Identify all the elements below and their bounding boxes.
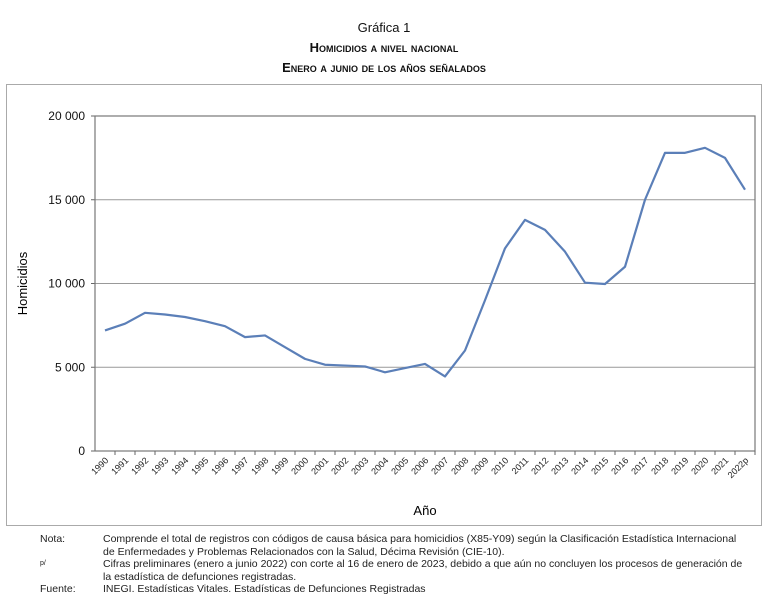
y-tick-label: 5 000 (55, 360, 85, 374)
line-chart: 0 5 000 10 000 15 000 20 000 1990199119921993… (15, 109, 756, 518)
series-line (104, 146, 746, 378)
x-tick-label: 1996 (209, 455, 230, 476)
x-tick-label: 2009 (469, 455, 490, 476)
x-tick-label: 2004 (369, 455, 390, 476)
preliminary-label: p/ (40, 560, 46, 567)
y-tick-label: 10 000 (48, 277, 85, 291)
source-label: Fuente: (40, 583, 76, 595)
x-tick-label: 2016 (609, 455, 630, 476)
x-tick-label: 2010 (489, 455, 510, 476)
x-tick-label: 2001 (309, 455, 330, 476)
plot-area (94, 115, 756, 452)
x-tick-label: 2015 (589, 455, 610, 476)
x-tick-label: 2022p (726, 455, 751, 480)
x-axis-label: Año (413, 503, 436, 518)
x-tick-label: 1991 (109, 455, 130, 476)
x-tick-label: 2003 (349, 455, 370, 476)
x-tick-label: 2019 (669, 455, 690, 476)
chart-notes: Nota: Comprende el total de registros con… (40, 533, 743, 596)
chart-title: Homicidios a nivel nacional (309, 40, 459, 55)
chart-frame (6, 84, 762, 526)
x-tick-label: 2013 (549, 455, 570, 476)
y-axis-label: Homicidios (15, 251, 30, 315)
x-tick-label: 2014 (569, 455, 590, 476)
x-tick-label: 2017 (629, 455, 650, 476)
chart-subtitle: Enero a junio de los años señalados (282, 60, 486, 75)
y-tick-label: 15 000 (48, 193, 85, 207)
x-tick-label: 2018 (649, 455, 670, 476)
x-tick-label: 1990 (89, 455, 110, 476)
x-tick-label: 1997 (229, 455, 250, 476)
source-text: INEGI. Estadísticas Vitales. Estadística… (103, 583, 426, 595)
y-tick-label: 0 (78, 444, 85, 458)
x-tick-label: 1993 (149, 455, 170, 476)
note-label: Nota: (40, 533, 66, 545)
x-tick-label: 2005 (389, 455, 410, 476)
x-tick-label: 1992 (129, 455, 150, 476)
x-tick-label: 2002 (329, 455, 350, 476)
x-tick-label: 1998 (249, 455, 270, 476)
x-tick-label: 2020 (689, 455, 710, 476)
x-tick-label: 2008 (449, 455, 470, 476)
x-tick-label: 2006 (409, 455, 430, 476)
preliminary-text: Cifras preliminares (enero a junio 2022)… (103, 558, 743, 583)
x-tick-label: 2007 (429, 455, 450, 476)
x-tick-label: 2012 (529, 455, 550, 476)
x-tick-label: 2000 (289, 455, 310, 476)
chart-number: Gráfica 1 (357, 20, 411, 35)
x-tick-label: 1994 (169, 455, 190, 476)
note-text: Comprende el total de registros con códi… (103, 533, 737, 558)
y-tick-label: 20 000 (48, 109, 85, 123)
x-tick-label: 1999 (269, 455, 290, 476)
x-tick-label: 2011 (510, 455, 531, 476)
x-tick-label: 1995 (189, 455, 210, 476)
